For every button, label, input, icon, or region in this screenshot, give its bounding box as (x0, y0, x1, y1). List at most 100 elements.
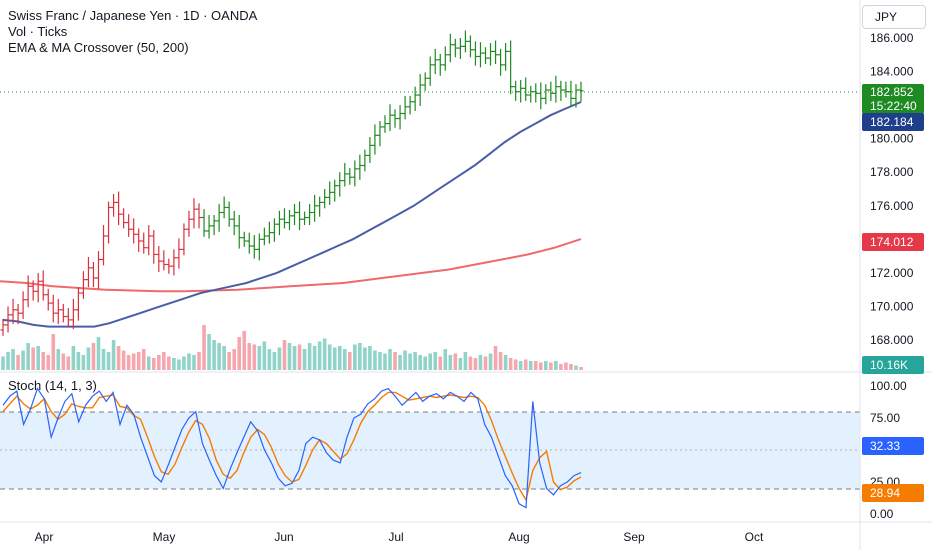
volume-bar (106, 352, 111, 370)
volume-bar (56, 349, 61, 370)
ohlc-bar (407, 95, 413, 115)
volume-bar (11, 349, 15, 370)
volume-bar (146, 356, 151, 370)
volume-bar (368, 346, 372, 370)
ohlc-bar (55, 298, 61, 325)
volume-bar (544, 361, 548, 370)
time-axis-label: Apr (35, 530, 54, 544)
ohlc-bar (367, 136, 373, 163)
ma200-path (0, 238, 582, 293)
ema50-line (2, 101, 582, 328)
ohlc-bar (101, 225, 107, 266)
time-axis-label: Jul (388, 530, 403, 544)
ma-value-tag: 174.012 (862, 233, 924, 251)
volume-bar (373, 350, 377, 370)
ohlc-bar (472, 41, 478, 66)
ohlc-bar (216, 204, 222, 232)
volume-bar (458, 358, 463, 370)
ema-value-tag: 182.184 (862, 113, 924, 131)
ohlc-bar (357, 154, 363, 180)
stoch-tick-label: 0.00 (870, 507, 894, 521)
ohlc-bar (136, 228, 142, 252)
stoch-tick-label: 100.00 (870, 379, 907, 393)
ohlc-bar (121, 208, 127, 229)
volume-bar (413, 352, 417, 370)
volume-bar (81, 355, 86, 370)
stoch-indicator-label[interactable]: Stoch (14, 1, 3) (8, 378, 97, 393)
ohlc-bar (30, 280, 36, 301)
ohlc-bar (266, 221, 272, 244)
stoch-k-path (2, 387, 582, 509)
price-tick-label: 178.000 (870, 165, 914, 179)
volume-bar (157, 355, 161, 370)
ohlc-bar (508, 40, 514, 95)
ohlc-bar (95, 251, 101, 289)
ema-ma-indicator-label[interactable]: EMA & MA Crossover (50, 200) (8, 40, 189, 55)
volume-bars (1, 325, 583, 370)
ohlc-bar (106, 201, 112, 244)
bar-countdown: 15:22:40 (870, 99, 917, 113)
price-tick-label: 172.000 (870, 266, 914, 280)
ma200-line (0, 238, 582, 293)
volume-bar (312, 346, 317, 370)
currency-selector[interactable]: JPY (862, 5, 926, 29)
ohlc-bar (65, 308, 71, 328)
volume-bar (358, 343, 362, 370)
volume-bar (538, 362, 543, 370)
volume-bar (322, 338, 327, 370)
volume-bar (302, 349, 307, 370)
volume-indicator-label[interactable]: Vol · Ticks (8, 24, 68, 39)
ohlc-bar (45, 288, 51, 311)
volume-bar (262, 341, 267, 370)
ohlc-bar (412, 86, 418, 111)
volume-bar (111, 340, 116, 370)
ohlc-bar (467, 35, 473, 58)
volume-bar (398, 355, 402, 370)
volume-bar (172, 358, 176, 370)
ohlc-bar (312, 194, 318, 222)
volume-bar (217, 343, 221, 370)
ohlc-bar (251, 235, 257, 259)
ohlc-bar (422, 72, 428, 91)
ohlc-bar (201, 209, 207, 237)
volume-bar (197, 352, 201, 370)
volume-bar (579, 367, 583, 370)
volume-bar (131, 353, 136, 370)
last-price-value: 182.852 (870, 85, 914, 99)
volume-bar (71, 346, 76, 370)
ohlc-bar (0, 319, 6, 336)
ohlc-bar (126, 214, 132, 237)
volume-bar (101, 349, 106, 370)
ohlc-bar (35, 272, 41, 303)
ohlc-bar (427, 56, 433, 86)
ohlc-bar (558, 80, 564, 101)
volume-bar (503, 355, 508, 370)
volume-bar (554, 361, 558, 370)
volume-bar (61, 353, 66, 370)
ohlc-bar (337, 172, 343, 197)
volume-bar (282, 340, 287, 370)
ohlc-bar (271, 218, 277, 242)
ohlc-bar (477, 42, 483, 68)
symbol-title[interactable]: Swiss Franc / Japanese Yen · 1D · OANDA (8, 8, 258, 23)
volume-bar (498, 352, 503, 370)
ohlc-bar (402, 95, 408, 120)
ohlc-bar (90, 261, 96, 288)
volume-bar (182, 356, 186, 370)
volume-bar (177, 359, 181, 370)
stoch-d-path (2, 391, 582, 502)
price-tick-label: 186.000 (870, 31, 914, 45)
volume-bar (116, 346, 121, 370)
volume-bar (473, 358, 478, 370)
price-tick-label: 180.000 (870, 132, 914, 146)
volume-bar (66, 356, 71, 370)
ohlc-bar (5, 306, 11, 333)
ohlc-bar (332, 179, 338, 202)
volume-bar (363, 347, 367, 370)
volume-bar (21, 350, 25, 370)
volume-bar (162, 352, 166, 370)
ohlc-bar (166, 258, 172, 274)
ohlc-bar (317, 196, 323, 217)
time-axis[interactable]: Apr May Jun Jul Aug Sep Oct (35, 530, 764, 544)
